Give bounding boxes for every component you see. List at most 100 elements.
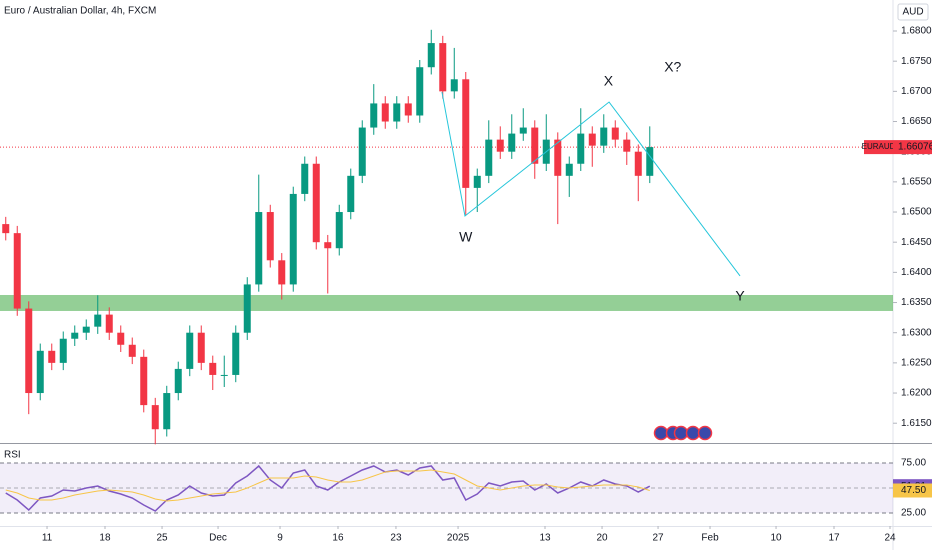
candle-body [508,133,516,152]
y-tick-label: 1.68000 [901,26,932,37]
candle-body [531,127,539,164]
trend-line [441,91,741,277]
candle-body [588,133,596,146]
x-tick-label: 25 [156,533,168,544]
y-tick-label: 1.66500 [901,116,932,127]
candle-body [186,332,194,369]
currency: AUD [902,7,923,18]
y-tick-label: 1.62000 [901,388,932,399]
y-tick-label: 1.67500 [901,56,932,67]
candle-body [312,163,320,243]
y-tick-label: 1.64500 [901,237,932,248]
candle-body [485,139,493,176]
wave-label: X [604,73,614,89]
x-tick-label: 10 [770,533,782,544]
candle-body [128,344,136,357]
candle-body [634,151,642,176]
candle-body [94,314,102,327]
candle-body [71,332,79,339]
rsi-ma-label: 47.50 [901,485,926,496]
candle-body [151,405,159,430]
candle-body [266,212,274,261]
rsi-tick-label: 25.00 [901,508,926,519]
x-tick-label: 18 [99,533,111,544]
candle-body [450,79,458,92]
candle-body [117,332,125,345]
candle-body [197,332,205,363]
candle-body [209,362,217,375]
candle-body [59,338,67,363]
x-tick-label: Feb [701,533,719,544]
support-zone [0,294,893,311]
x-tick-label: 13 [539,533,551,544]
y-tick-label: 1.63500 [901,297,932,308]
candle-body [473,175,481,188]
x-tick-label: 20 [596,533,608,544]
y-tick-label: 1.67000 [901,86,932,97]
candle-body [646,147,654,176]
candle-body [565,163,573,176]
candle-body [36,350,44,394]
rsi-title: RSI [4,450,21,461]
candle-body [439,43,447,92]
candle-body [416,67,424,116]
candle-body [174,368,182,394]
candle-body [220,374,228,376]
x-tick-label: 23 [390,533,402,544]
event-icons[interactable] [653,425,713,441]
candle-body [2,224,10,234]
chart-title: Euro / Australian Dollar, 4h, FXCM [4,6,156,17]
currency-box[interactable] [897,3,929,21]
x-tick-label: Dec [209,533,227,544]
candle-body [335,212,343,249]
candle-body [404,103,412,116]
candle-body [554,139,562,176]
price-box [893,140,932,155]
symbol-label: EURAUD [862,142,896,151]
rsi-ma-box [893,483,932,498]
x-tick-label: 24 [884,533,896,544]
candle-body [393,103,401,122]
candle-body [278,260,286,285]
x-tick-label: 2025 [447,533,470,544]
candle-body [105,314,113,333]
candle-body [232,332,240,375]
y-tick-label: 1.62500 [901,358,932,369]
symbol-box [864,140,893,155]
candle-body [25,308,33,394]
x-tick-label: 17 [828,533,840,544]
candle-body [611,127,619,140]
x-tick-label: 9 [277,533,283,544]
candle-body [623,139,631,152]
candle-body [496,139,504,152]
candle-body [163,393,171,430]
candle-body [324,242,332,249]
candle-body [600,127,608,146]
candle-body [381,103,389,122]
y-tick-label: 1.61500 [901,418,932,429]
price-label: 1.66076 [898,142,932,153]
candle-body [427,43,435,68]
wave-label: Y [735,288,745,304]
y-tick-label: 1.63000 [901,327,932,338]
wave-label: W [459,229,473,245]
candle-body [462,79,470,188]
candle-body [370,103,378,128]
candle-body [301,163,309,194]
y-tick-label: 1.65500 [901,176,932,187]
candle-body [519,127,527,134]
x-tick-label: 16 [332,533,344,544]
rsi-line [5,469,650,502]
rsi-line [5,464,651,512]
candle-body [358,127,366,176]
candle-body [13,233,21,309]
wave-label: X? [664,59,681,75]
candle-body [48,350,56,363]
rsi-tick-label: 75.00 [901,458,926,469]
candle-body [82,326,90,333]
candle-body [140,356,148,406]
candle-body [347,175,355,213]
y-tick-label: 1.64000 [901,267,932,278]
x-tick-label: 27 [652,533,664,544]
